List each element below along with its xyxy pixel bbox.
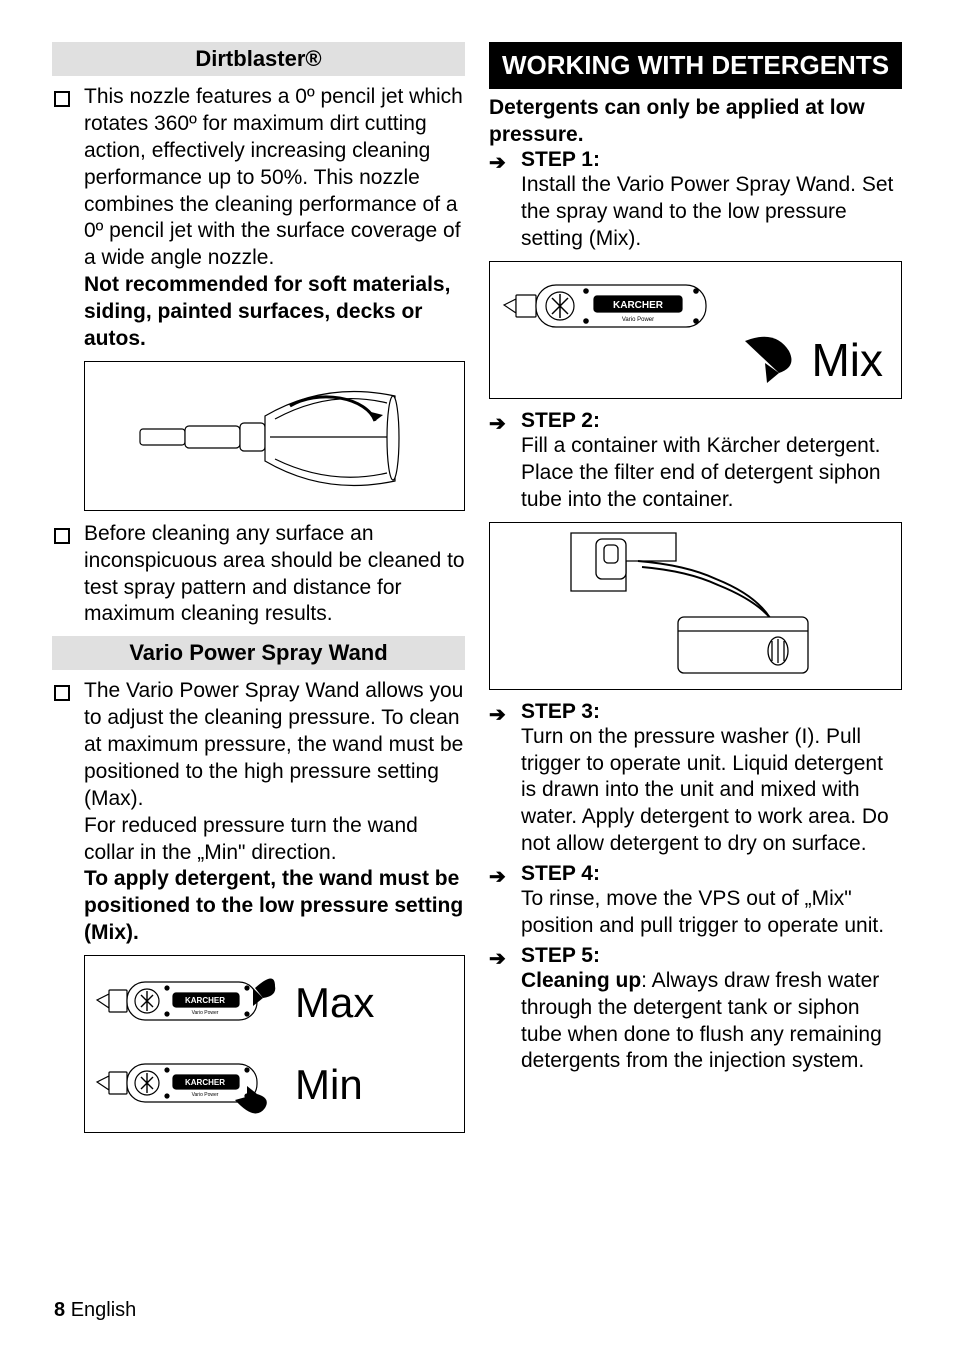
step2-body: Fill a container with Kärcher detergent.… — [521, 433, 902, 514]
page: Dirtblaster® This nozzle features a 0º p… — [0, 0, 954, 1354]
step2-label: STEP 2: — [521, 409, 902, 433]
dirtblaster-para2: Before cleaning any surface an inconspic… — [84, 521, 465, 629]
vps-max-row: KARCHER Vario Power Max — [85, 962, 464, 1044]
step-5: ➔ STEP 5: Cleaning up: Always draw fresh… — [489, 944, 902, 1076]
vps-para1: The Vario Power Spray Wand allows you to… — [84, 678, 465, 812]
right-column: WORKING WITH DETERGENTS Detergents can o… — [489, 42, 902, 1139]
arrow-icon: ➔ — [489, 864, 506, 889]
arrow-icon: ➔ — [489, 946, 506, 971]
step-4: ➔ STEP 4: To rinse, move the VPS out of … — [489, 862, 902, 940]
wand-min-icon: KARCHER Vario Power — [95, 1050, 285, 1120]
brand-label: KARCHER — [613, 300, 664, 311]
list-item: Before cleaning any surface an inconspic… — [52, 521, 465, 629]
dirtblaster-illustration-icon — [125, 371, 425, 501]
dirtblaster-list: This nozzle features a 0º pencil jet whi… — [52, 84, 465, 628]
step5-lead: Cleaning up — [521, 969, 641, 992]
step4-label: STEP 4: — [521, 862, 902, 886]
step1-label: STEP 1: — [521, 148, 902, 172]
list-item: The Vario Power Spray Wand allows you to… — [52, 678, 465, 1133]
detergents-title: WORKING WITH DETERGENTS — [489, 42, 902, 89]
vps-min-row: KARCHER Vario Power Min — [85, 1044, 464, 1126]
arrow-icon: ➔ — [489, 150, 506, 175]
step-2: ➔ STEP 2: Fill a container with Kärcher … — [489, 409, 902, 514]
vps-para3: To apply detergent, the wand must be pos… — [84, 866, 465, 947]
step3-body: Turn on the pressure washer (I). Pull tr… — [521, 724, 902, 858]
left-column: Dirtblaster® This nozzle features a 0º p… — [52, 42, 465, 1139]
page-footer: 8 English — [54, 1299, 136, 1322]
mix-label: Mix — [811, 333, 883, 387]
mix-label-row: Mix — [490, 333, 901, 391]
vps-maxmin-diagram: KARCHER Vario Power Max — [84, 955, 465, 1133]
page-language: English — [71, 1299, 137, 1321]
sub-label: Vario Power — [192, 1010, 219, 1016]
arrow-icon: ➔ — [489, 411, 506, 436]
vps-list: The Vario Power Spray Wand allows you to… — [52, 678, 465, 1133]
vps-para2: For reduced pressure turn the wand colla… — [84, 813, 465, 867]
step5-label: STEP 5: — [521, 944, 902, 968]
sub-label: Vario Power — [622, 317, 654, 323]
brand-label: KARCHER — [185, 996, 225, 1005]
siphon-diagram — [489, 522, 902, 690]
dirtblaster-diagram — [84, 361, 465, 511]
steps-list: ➔ STEP 1: Install the Vario Power Spray … — [489, 148, 902, 1075]
dirtblaster-para1: This nozzle features a 0º pencil jet whi… — [84, 84, 465, 272]
page-number: 8 — [54, 1299, 65, 1321]
dirtblaster-warning: Not recommended for soft materials, sidi… — [84, 272, 465, 353]
step-3: ➔ STEP 3: Turn on the pressure washer (I… — [489, 700, 902, 858]
step-1: ➔ STEP 1: Install the Vario Power Spray … — [489, 148, 902, 253]
list-item: This nozzle features a 0º pencil jet whi… — [52, 84, 465, 511]
dirtblaster-title: Dirtblaster® — [52, 42, 465, 76]
step4-body: To rinse, move the VPS out of „Mix" posi… — [521, 886, 902, 940]
vps-title: Vario Power Spray Wand — [52, 636, 465, 670]
rotate-arrow-icon — [735, 333, 805, 383]
detergents-intro: Detergents can only be applied at low pr… — [489, 95, 902, 149]
step5-body: Cleaning up: Always draw fresh water thr… — [521, 968, 902, 1076]
arrow-icon: ➔ — [489, 702, 506, 727]
step1-body: Install the Vario Power Spray Wand. Set … — [521, 172, 902, 253]
max-label: Max — [295, 979, 374, 1027]
brand-label: KARCHER — [185, 1078, 225, 1087]
siphon-illustration-icon — [566, 531, 826, 681]
wand-max-icon: KARCHER Vario Power — [95, 968, 285, 1038]
min-label: Min — [295, 1061, 363, 1109]
sub-label: Vario Power — [192, 1092, 219, 1098]
columns: Dirtblaster® This nozzle features a 0º p… — [52, 42, 902, 1139]
step3-label: STEP 3: — [521, 700, 902, 724]
mix-diagram: KARCHER Vario Power Mix — [489, 261, 902, 399]
